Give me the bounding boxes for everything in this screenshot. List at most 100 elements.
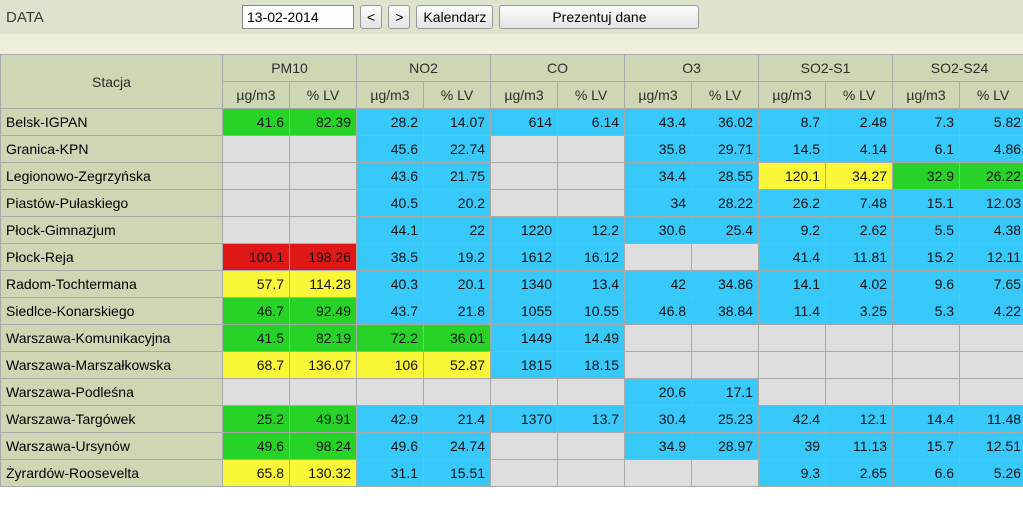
value-cell: 38.5	[357, 244, 424, 271]
value-cell: 20.1	[424, 271, 491, 298]
value-cell	[960, 325, 1023, 352]
value-cell	[558, 136, 625, 163]
value-cell: 10.55	[558, 298, 625, 325]
value-cell: 2.48	[826, 109, 893, 136]
value-cell: 34.4	[625, 163, 692, 190]
value-cell	[692, 244, 759, 271]
value-cell: 11.13	[826, 433, 893, 460]
station-cell: Żyrardów-Roosevelta	[1, 460, 223, 487]
table-row: Płock-Gimnazjum44.122122012.230.625.49.2…	[1, 217, 1023, 244]
value-cell	[424, 379, 491, 406]
value-cell: 44.1	[357, 217, 424, 244]
value-cell: 30.4	[625, 406, 692, 433]
date-input[interactable]	[242, 5, 354, 29]
value-cell: 1449	[491, 325, 558, 352]
value-cell: 26.22	[960, 163, 1023, 190]
value-cell: 17.1	[692, 379, 759, 406]
station-cell: Płock-Reja	[1, 244, 223, 271]
header-unit-lv: % LV	[960, 82, 1023, 109]
value-cell: 28.97	[692, 433, 759, 460]
value-cell	[290, 136, 357, 163]
value-cell: 7.48	[826, 190, 893, 217]
header-unit-ug: µg/m3	[357, 82, 424, 109]
value-cell: 65.8	[223, 460, 290, 487]
value-cell: 30.6	[625, 217, 692, 244]
value-cell: 5.5	[893, 217, 960, 244]
value-cell: 25.2	[223, 406, 290, 433]
value-cell: 12.2	[558, 217, 625, 244]
table-row: Warszawa-Podleśna20.617.1	[1, 379, 1023, 406]
value-cell: 120.1	[759, 163, 826, 190]
value-cell: 3.25	[826, 298, 893, 325]
value-cell	[759, 352, 826, 379]
value-cell	[893, 379, 960, 406]
value-cell: 14.49	[558, 325, 625, 352]
value-cell: 41.5	[223, 325, 290, 352]
value-cell	[491, 460, 558, 487]
topbar: DATA < > Kalendarz Prezentuj dane	[0, 0, 1023, 34]
value-cell: 36.02	[692, 109, 759, 136]
value-cell	[223, 136, 290, 163]
value-cell	[692, 352, 759, 379]
value-cell: 9.6	[893, 271, 960, 298]
value-cell: 42.9	[357, 406, 424, 433]
value-cell	[893, 352, 960, 379]
table-row: Siedlce-Konarskiego46.792.4943.721.81055…	[1, 298, 1023, 325]
value-cell: 41.6	[223, 109, 290, 136]
value-cell: 106	[357, 352, 424, 379]
header-unit-lv: % LV	[692, 82, 759, 109]
value-cell	[491, 136, 558, 163]
value-cell: 12.1	[826, 406, 893, 433]
value-cell: 25.23	[692, 406, 759, 433]
value-cell: 198.26	[290, 244, 357, 271]
value-cell: 34	[625, 190, 692, 217]
value-cell: 11.48	[960, 406, 1023, 433]
value-cell: 52.87	[424, 352, 491, 379]
value-cell: 136.07	[290, 352, 357, 379]
value-cell	[558, 460, 625, 487]
value-cell: 28.55	[692, 163, 759, 190]
value-cell: 40.5	[357, 190, 424, 217]
value-cell	[357, 379, 424, 406]
header-unit-lv: % LV	[290, 82, 357, 109]
value-cell: 6.1	[893, 136, 960, 163]
data-label: DATA	[6, 9, 236, 26]
station-cell: Warszawa-Targówek	[1, 406, 223, 433]
value-cell: 92.49	[290, 298, 357, 325]
table-row: Warszawa-Marszałkowska68.7136.0710652.87…	[1, 352, 1023, 379]
table-row: Warszawa-Ursynów49.698.2449.624.7434.928…	[1, 433, 1023, 460]
value-cell: 9.3	[759, 460, 826, 487]
value-cell: 13.4	[558, 271, 625, 298]
value-cell: 614	[491, 109, 558, 136]
value-cell: 11.81	[826, 244, 893, 271]
value-cell: 16.12	[558, 244, 625, 271]
value-cell	[759, 379, 826, 406]
value-cell: 49.91	[290, 406, 357, 433]
value-cell: 45.6	[357, 136, 424, 163]
value-cell	[223, 379, 290, 406]
value-cell: 6.6	[893, 460, 960, 487]
value-cell: 43.7	[357, 298, 424, 325]
next-button[interactable]: >	[388, 5, 410, 29]
header-unit-ug: µg/m3	[625, 82, 692, 109]
value-cell: 1340	[491, 271, 558, 298]
value-cell: 31.1	[357, 460, 424, 487]
value-cell	[692, 325, 759, 352]
value-cell: 12.03	[960, 190, 1023, 217]
value-cell: 19.2	[424, 244, 491, 271]
value-cell	[491, 433, 558, 460]
calendar-button[interactable]: Kalendarz	[416, 5, 493, 29]
header-station: Stacja	[1, 55, 223, 109]
value-cell	[893, 325, 960, 352]
value-cell: 11.4	[759, 298, 826, 325]
value-cell	[625, 325, 692, 352]
value-cell	[759, 325, 826, 352]
prev-button[interactable]: <	[360, 5, 382, 29]
value-cell: 41.4	[759, 244, 826, 271]
header-unit-ug: µg/m3	[491, 82, 558, 109]
present-button[interactable]: Prezentuj dane	[499, 5, 699, 29]
value-cell: 2.65	[826, 460, 893, 487]
header-unit-lv: % LV	[424, 82, 491, 109]
table-head: Stacja PM10 NO2 CO O3 SO2-S1 SO2-S24 µg/…	[1, 55, 1023, 109]
value-cell: 40.3	[357, 271, 424, 298]
